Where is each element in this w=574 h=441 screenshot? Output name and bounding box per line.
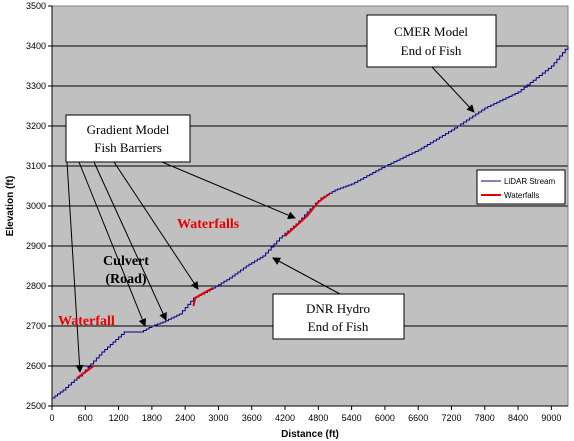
callout-cmer-line1: CMER Model [394,24,468,39]
y-tick-label: 2600 [26,361,46,371]
callout-cmer-box [366,14,497,68]
arrow-gradient-1 [66,161,84,373]
x-tick-label: 4800 [308,413,328,423]
y-tick-label: 3400 [26,41,46,51]
x-tick-label: 600 [78,413,93,423]
legend-box [476,169,566,205]
arrow-gradient-3 [93,161,167,321]
legend-label-lidar: LiDAR Stream [504,177,555,186]
callout-cmer: CMER Model End of Fish [366,14,497,68]
x-tick-label: 3000 [208,413,228,423]
y-axis-title: Elevation (ft) [5,176,16,237]
x-tick-label: 0 [49,413,54,423]
y-tick-label: 3200 [26,121,46,131]
annotation-culvert-line2: (Road) [105,272,147,287]
callout-dnr-box [272,293,405,340]
callout-cmer-line2: End of Fish [401,43,462,58]
x-axis-title: Distance (ft) [281,429,339,440]
x-tick-label: 1800 [142,413,162,423]
x-tick-label: 6000 [375,413,395,423]
y-axis-ticks: 2500 2600 2700 2800 2900 3000 3100 3200 3300 3400… [26,1,52,411]
x-tick-label: 7800 [475,413,495,423]
callout-gradient-line1: Gradient Model [87,122,170,137]
annotation-waterfalls: Waterfalls [177,217,240,232]
callout-dnr-line2: End of Fish [308,319,369,334]
callout-gradient: Gradient Model Fish Barriers [65,114,191,163]
arrow-gradient-2 [78,161,147,327]
arrow-gradient-5 [161,161,296,219]
y-tick-label: 3000 [26,201,46,211]
annotation-waterfall: Waterfall [58,314,115,329]
x-tick-label: 1200 [109,413,129,423]
callout-dnr: DNR Hydro End of Fish [272,293,405,340]
x-tick-label: 7200 [441,413,461,423]
arrow-cmer [431,66,475,113]
callout-dnr-line1: DNR Hydro [306,301,370,316]
x-tick-label: 3600 [242,413,262,423]
y-tick-label: 2500 [26,401,46,411]
waterfalls-series [76,193,330,379]
annotation-culvert-line1: Culvert [103,254,149,269]
x-tick-label: 4200 [275,413,295,423]
y-tick-label: 3100 [26,161,46,171]
y-tick-label: 3300 [26,81,46,91]
y-tick-label: 3500 [26,1,46,11]
legend: LiDAR Stream Waterfalls [476,169,566,205]
callout-arrows [66,66,475,373]
x-tick-label: 2400 [175,413,195,423]
x-tick-label: 9000 [541,413,561,423]
x-axis-ticks: 0 600 1200 1800 2400 3000 3600 4200 4800 5400 6000… [49,406,561,423]
waterfall-segment-2 [192,287,214,307]
waterfall-segment-3 [284,193,330,237]
y-tick-label: 2900 [26,241,46,251]
x-tick-label: 8400 [508,413,528,423]
x-tick-label: 5400 [342,413,362,423]
legend-label-waterfalls: Waterfalls [504,191,539,200]
callout-gradient-box [65,114,191,163]
arrow-gradient-4 [113,161,199,290]
y-tick-label: 2700 [26,321,46,331]
callout-gradient-line2: Fish Barriers [94,140,162,155]
arrow-dnr [272,257,341,295]
x-tick-label: 6600 [408,413,428,423]
waterfall-segment-1 [76,365,95,379]
y-tick-label: 2800 [26,281,46,291]
